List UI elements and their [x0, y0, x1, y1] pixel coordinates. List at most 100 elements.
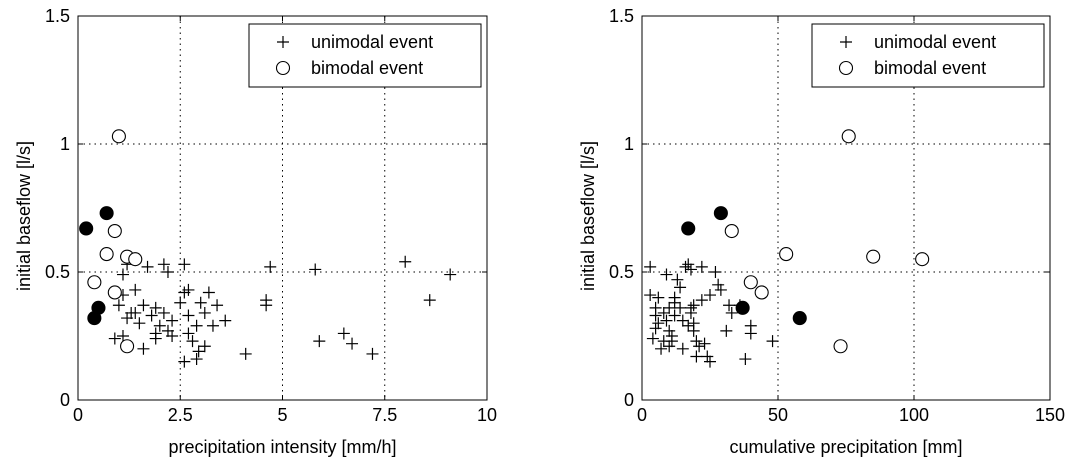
data-point-plus [145, 309, 158, 322]
data-point-plus [202, 286, 215, 299]
data-point-plus [693, 340, 706, 353]
data-point-plus [644, 289, 657, 302]
data-point-plus [665, 330, 678, 342]
data-point-plus [190, 319, 203, 332]
legend-box [811, 23, 1045, 88]
data-point-plus [704, 289, 716, 302]
data-point-plus [744, 319, 757, 332]
data-point-plus [198, 340, 211, 353]
x-tick-label: 10 [477, 405, 497, 425]
data-point-open-circle [107, 285, 122, 300]
data-point-plus [137, 299, 150, 312]
data-point-plus [116, 268, 129, 281]
legend-circle-marker [838, 60, 854, 76]
legend-label-unimodal: unimodal event [874, 32, 996, 52]
data-point-plus [444, 268, 457, 281]
data-point-open-circle [743, 275, 758, 290]
data-point-plus [668, 291, 681, 304]
y-tick-label: 0.5 [609, 262, 634, 282]
legend-label-bimodal: bimodal event [311, 58, 423, 78]
data-point-plus [701, 350, 714, 363]
data-point-open-circle [754, 285, 769, 300]
data-point-plus [149, 332, 162, 345]
series-bimodal-event [87, 129, 143, 354]
data-point-plus [182, 309, 195, 322]
data-point-open-circle [779, 247, 794, 262]
legend-label-bimodal: bimodal event [874, 58, 986, 78]
data-point-plus [690, 350, 703, 363]
data-point-plus [137, 342, 150, 355]
data-point-open-circle [833, 339, 848, 354]
y-tick-label: 0.5 [45, 262, 70, 282]
data-point-plus [649, 322, 662, 335]
data-point-plus [739, 353, 752, 366]
data-point-plus [657, 306, 670, 319]
data-point-plus [649, 309, 662, 322]
data-point-plus [766, 335, 779, 348]
y-tick-label: 0 [60, 390, 70, 410]
data-point-open-circle [915, 252, 930, 267]
legend-label-unimodal: unimodal event [311, 32, 433, 52]
data-point-filled-circle [713, 206, 728, 221]
data-point-plus [192, 345, 205, 358]
data-point-open-circle [107, 223, 122, 239]
data-point-plus [695, 294, 708, 307]
data-point-plus [399, 255, 412, 268]
data-point-plus [663, 324, 676, 337]
data-point-plus [660, 314, 673, 327]
data-point-plus [704, 355, 716, 368]
data-point-plus [182, 283, 195, 296]
data-point-plus [655, 342, 668, 355]
data-point-open-circle [111, 129, 126, 144]
data-point-plus [182, 327, 195, 340]
data-point-plus [133, 317, 146, 330]
data-point-plus [366, 347, 379, 360]
data-point-plus [663, 301, 676, 314]
data-point-plus [723, 299, 736, 312]
data-point-plus [309, 263, 322, 276]
y-axis-label: initial baseflow [l/s] [14, 141, 34, 291]
data-point-plus [682, 258, 695, 271]
series-bimodal-event [724, 129, 930, 354]
data-point-filled-circle [99, 206, 114, 221]
data-point-plus [313, 335, 326, 348]
x-tick-label: 2.5 [168, 405, 193, 425]
data-point-open-circle [866, 249, 881, 264]
data-point-plus [652, 291, 665, 304]
data-point-plus [709, 266, 722, 278]
scatter-plot-1: 0 2.5 5 7.5 10 0 0.5 1 1.5 precipitation intensit… [14, 6, 497, 457]
data-point-plus [239, 347, 252, 360]
legend-circle-marker [275, 60, 291, 76]
data-point-plus [190, 353, 203, 366]
data-point-plus [337, 327, 350, 340]
data-point-plus [112, 299, 125, 312]
data-point-plus [714, 283, 727, 296]
data-point-plus [166, 330, 179, 342]
legend-plus-marker [277, 36, 289, 48]
x-tick-label: 100 [899, 405, 929, 425]
data-point-plus [682, 319, 695, 332]
series-unimodal-event [644, 258, 779, 368]
x-tick-label: 0 [637, 405, 647, 425]
data-point-plus [687, 317, 700, 330]
x-axis-label: cumulative precipitation [mm] [729, 437, 962, 457]
data-point-plus [674, 281, 687, 294]
data-point-plus [423, 294, 436, 307]
x-tick-label: 7.5 [372, 405, 397, 425]
legend: unimodal event bimodal event [811, 23, 1045, 88]
y-tick-label: 1.5 [45, 6, 70, 26]
data-point-plus [219, 314, 232, 327]
data-point-plus [194, 296, 207, 309]
data-point-plus [679, 260, 692, 273]
data-point-plus [198, 306, 211, 319]
data-point-open-circle [87, 275, 102, 290]
data-point-filled-circle [79, 221, 94, 236]
data-point-plus [684, 301, 697, 314]
y-tick-label: 1 [60, 134, 70, 154]
series-filled-bimodal [79, 206, 114, 326]
data-point-plus [346, 337, 359, 350]
data-point-plus [178, 355, 191, 368]
x-tick-label: 50 [768, 405, 788, 425]
data-point-plus [712, 278, 725, 291]
data-point-plus [690, 335, 703, 348]
